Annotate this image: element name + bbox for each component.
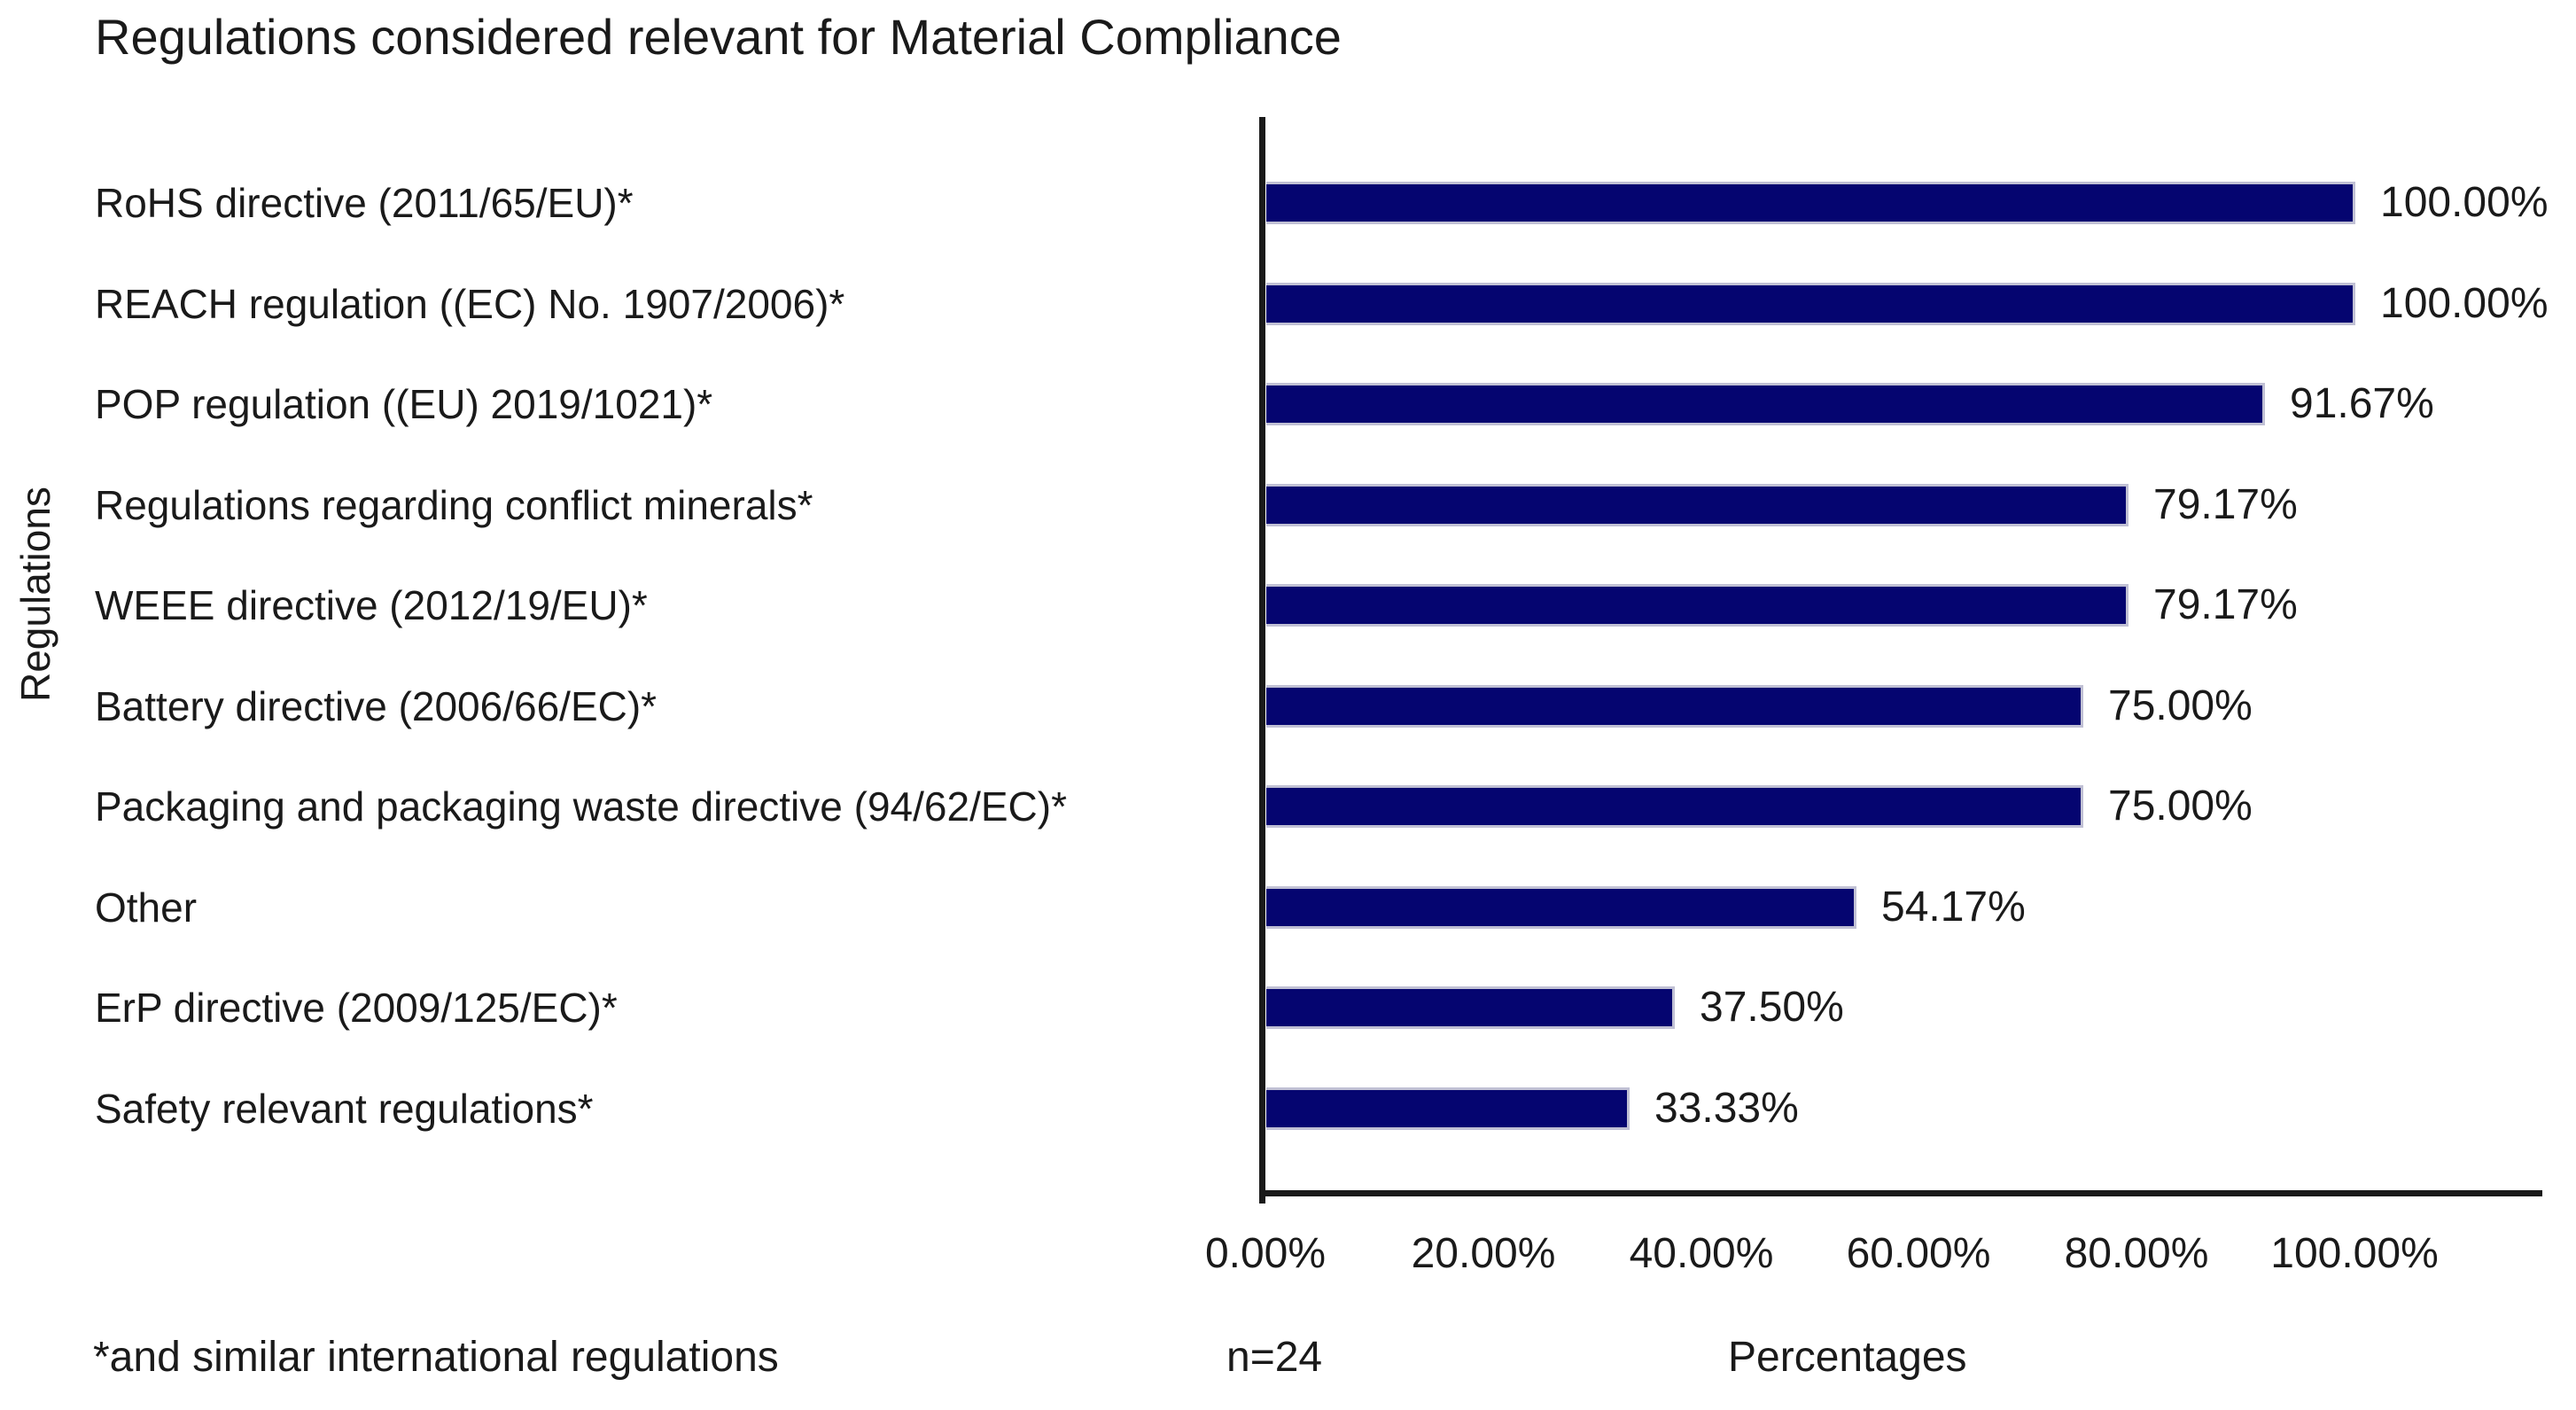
y-axis-title: Regulations (12, 487, 58, 702)
x-tick-label: 100.00% (2270, 1230, 2439, 1277)
category-label: WEEE directive (2012/19/EU)* (95, 582, 648, 628)
category-label: Packaging and packaging waste directive … (95, 783, 1067, 830)
bar (1266, 785, 2083, 828)
bar (1266, 1087, 1630, 1130)
value-label: 100.00% (2380, 280, 2549, 327)
bar (1266, 685, 2083, 728)
category-label: Other (95, 884, 198, 931)
x-axis-title: Percentages (1728, 1334, 1967, 1381)
x-tick-label: 0.00% (1204, 1230, 1327, 1277)
category-label: ErP directive (2009/125/EC)* (95, 985, 618, 1031)
category-label: Regulations regarding conflict minerals* (95, 482, 813, 528)
x-tick-label: 80.00% (2064, 1230, 2209, 1277)
x-axis-line (1259, 1190, 2542, 1196)
value-label: 91.67% (2290, 380, 2434, 427)
bar (1266, 283, 2355, 325)
y-axis-line (1259, 117, 1265, 1204)
value-label: 100.00% (2380, 179, 2549, 226)
x-tick-label: 20.00% (1411, 1230, 1556, 1277)
chart-title: Regulations considered relevant for Mate… (95, 9, 1342, 65)
bar (1266, 484, 2129, 526)
category-label: RoHS directive (2011/65/EU)* (95, 180, 634, 226)
category-label: Safety relevant regulations* (95, 1086, 594, 1132)
footnote: *and similar international regulations (93, 1334, 779, 1381)
bar (1266, 986, 1675, 1029)
x-tick-label: 60.00% (1846, 1230, 1991, 1277)
value-label: 75.00% (2108, 783, 2253, 830)
bar (1266, 584, 2129, 627)
sample-size-label: n=24 (1226, 1334, 1323, 1381)
category-label: Battery directive (2006/66/EC)* (95, 683, 658, 729)
value-label: 75.00% (2108, 682, 2253, 729)
value-label: 37.50% (1700, 984, 1844, 1031)
value-label: 33.33% (1654, 1085, 1799, 1132)
value-label: 54.17% (1881, 884, 2026, 931)
x-tick-label: 40.00% (1629, 1230, 1774, 1277)
category-label: POP regulation ((EU) 2019/1021)* (95, 381, 713, 427)
category-label: REACH regulation ((EC) No. 1907/2006)* (95, 281, 845, 327)
bar (1266, 886, 1856, 929)
bar (1266, 182, 2355, 224)
value-label: 79.17% (2153, 481, 2298, 528)
value-label: 79.17% (2153, 581, 2298, 628)
bar (1266, 383, 2265, 425)
